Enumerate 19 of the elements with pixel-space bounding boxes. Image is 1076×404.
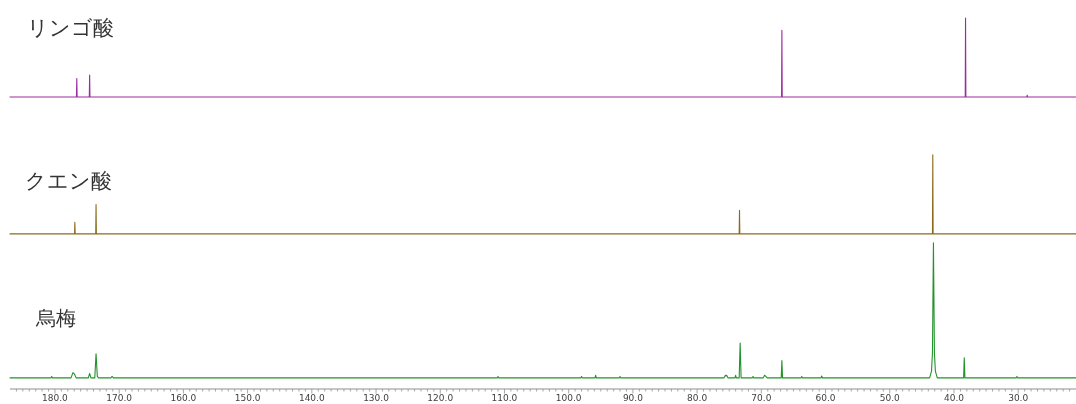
x-tick-label: 60.0 — [815, 393, 836, 403]
x-tick-label: 150.0 — [234, 393, 261, 403]
series-name: クエン酸 — [25, 168, 112, 193]
x-tick-label: 100.0 — [555, 393, 582, 403]
x-tick-label: 30.0 — [1008, 393, 1029, 403]
series-name: 烏梅 — [36, 306, 76, 330]
series-name: リンゴ酸 — [27, 16, 114, 40]
x-tick-label: 90.0 — [622, 393, 643, 403]
x-tick-label: 120.0 — [427, 393, 454, 403]
x-tick-label: 110.0 — [491, 393, 518, 403]
x-tick-label: 80.0 — [687, 393, 708, 403]
x-tick-label: 180.0 — [42, 393, 68, 403]
x-tick-label: 70.0 — [751, 393, 772, 403]
x-tick-label: 50.0 — [879, 393, 900, 403]
x-tick-label: 170.0 — [106, 393, 133, 403]
x-tick-label: 140.0 — [298, 393, 325, 403]
x-tick-label: 40.0 — [943, 393, 964, 403]
x-tick-label: 160.0 — [170, 393, 197, 403]
x-tick-label: 130.0 — [363, 393, 389, 403]
